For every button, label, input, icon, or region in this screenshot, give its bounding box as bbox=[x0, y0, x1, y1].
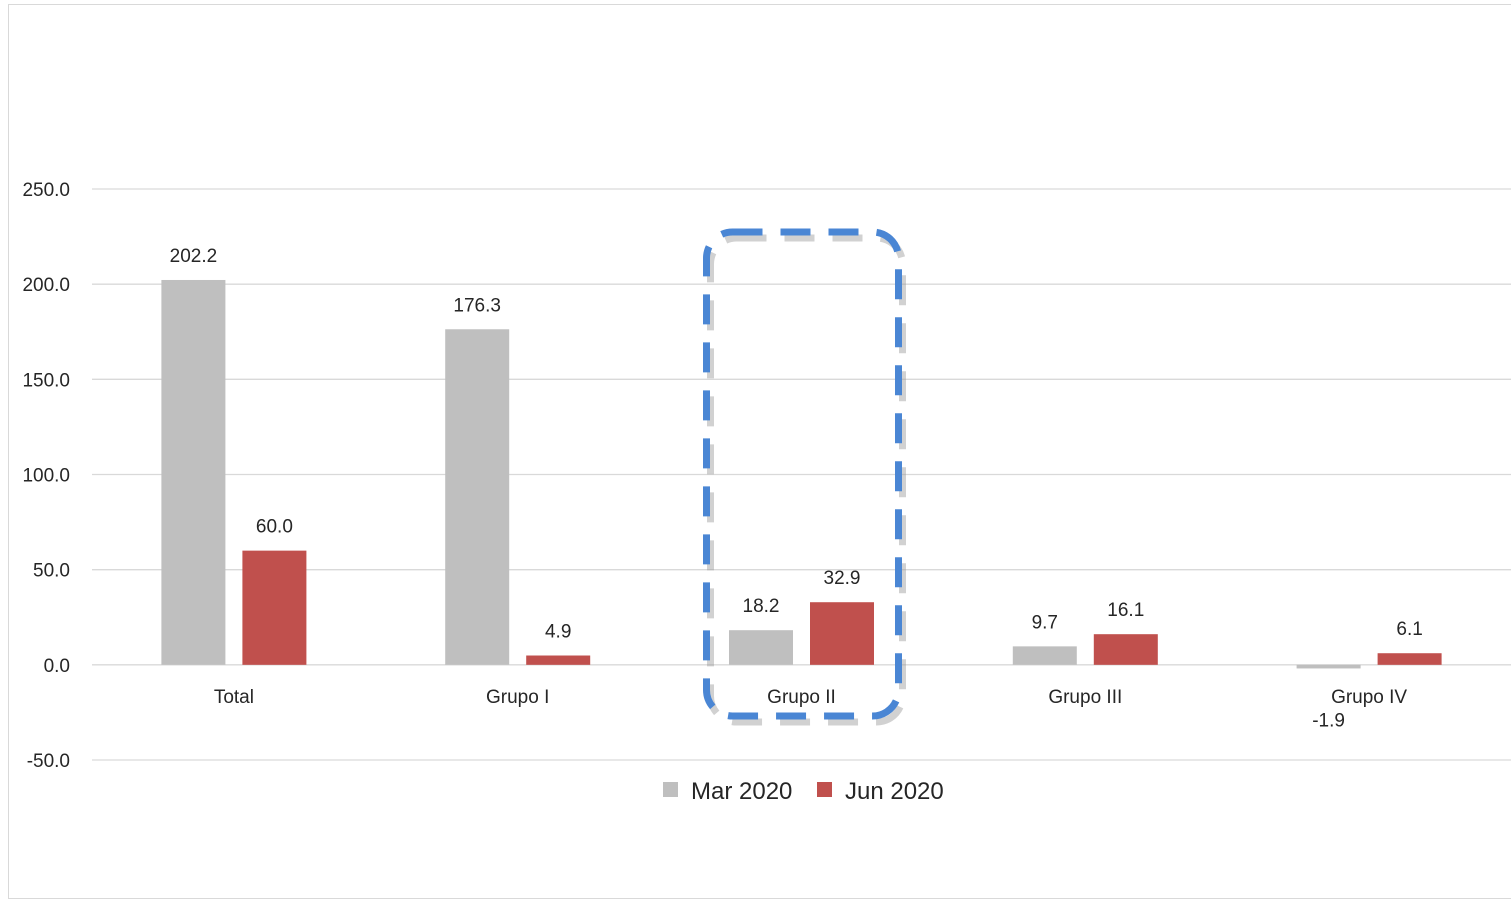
y-tick-label: 150.0 bbox=[22, 370, 70, 391]
highlight-box-shadow bbox=[707, 234, 906, 726]
y-tick-label: 100.0 bbox=[22, 466, 70, 487]
data-label: 6.1 bbox=[1396, 619, 1422, 640]
category-label: Grupo II bbox=[767, 687, 836, 708]
y-tick-label: 200.0 bbox=[22, 275, 70, 296]
bar-jun-2020 bbox=[1093, 634, 1158, 665]
bar-mar-2020 bbox=[1296, 664, 1361, 669]
data-label: 16.1 bbox=[1107, 600, 1144, 621]
legend-label: Jun 2020 bbox=[845, 778, 944, 805]
legend-swatch bbox=[817, 782, 832, 797]
bar-jun-2020 bbox=[526, 655, 591, 665]
bars bbox=[161, 279, 1442, 669]
y-tick-label: -50.0 bbox=[27, 751, 70, 772]
y-axis: 250.0 200.0 150.0 100.0 50.0 0.0 -50.0 bbox=[22, 180, 70, 772]
bar-mar-2020 bbox=[161, 279, 226, 665]
data-label: -1.9 bbox=[1312, 710, 1345, 731]
data-label: 9.7 bbox=[1032, 612, 1058, 633]
bar-mar-2020 bbox=[729, 630, 793, 665]
bar-mar-2020 bbox=[1012, 646, 1077, 665]
category-label: Grupo I bbox=[486, 687, 549, 708]
data-label: 4.9 bbox=[545, 622, 571, 643]
data-labels: 202.2 60.0 176.3 4.9 18.2 32.9 9.7 16.1 -1.9 6.1 bbox=[170, 246, 1423, 731]
x-axis-categories: Total Grupo I Grupo II Grupo III Grupo IV bbox=[214, 687, 1408, 708]
data-label: 32.9 bbox=[824, 568, 861, 589]
data-label: 202.2 bbox=[170, 246, 218, 267]
y-tick-label: 50.0 bbox=[33, 561, 70, 582]
gridlines bbox=[92, 188, 1511, 761]
y-tick-label: 0.0 bbox=[44, 656, 70, 677]
y-tick-label: 250.0 bbox=[22, 180, 70, 201]
bar-jun-2020 bbox=[1377, 653, 1442, 665]
category-label: Grupo IV bbox=[1331, 687, 1407, 708]
data-label: 60.0 bbox=[256, 517, 293, 538]
data-label: 18.2 bbox=[743, 596, 780, 617]
bar-jun-2020 bbox=[242, 550, 307, 665]
chart-frame bbox=[8, 4, 1511, 899]
category-label: Total bbox=[214, 687, 254, 708]
highlight-box bbox=[703, 228, 906, 726]
legend-swatch bbox=[663, 782, 678, 797]
bar-mar-2020 bbox=[445, 329, 510, 665]
data-label: 176.3 bbox=[453, 295, 501, 316]
legend: Mar 2020 Jun 2020 bbox=[663, 778, 944, 805]
category-label: Grupo III bbox=[1048, 687, 1122, 708]
legend-label: Mar 2020 bbox=[691, 778, 792, 805]
highlight-box-dashed bbox=[703, 228, 902, 720]
bar-jun-2020 bbox=[810, 602, 874, 665]
